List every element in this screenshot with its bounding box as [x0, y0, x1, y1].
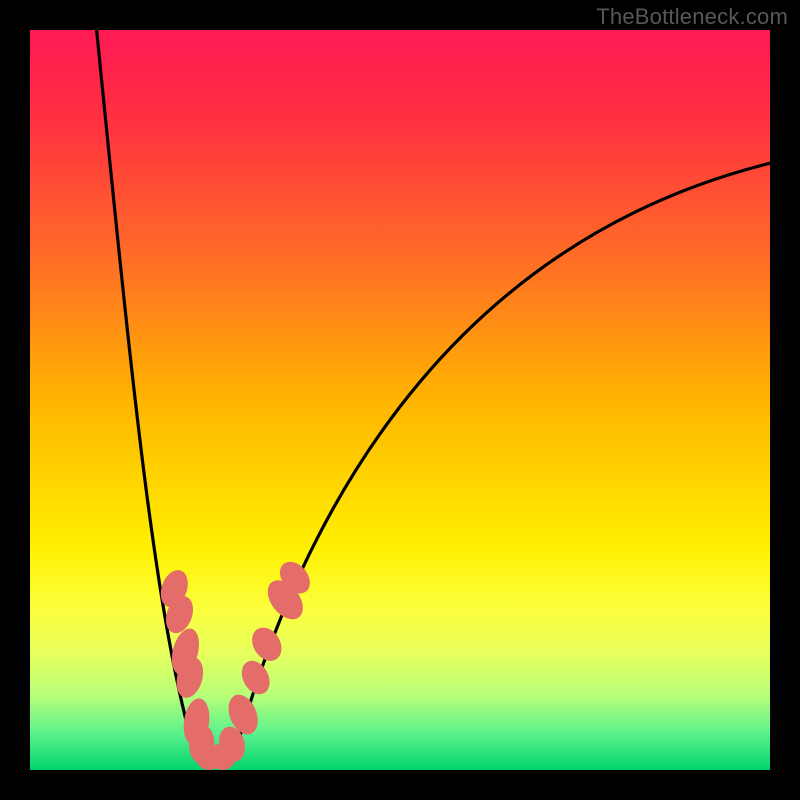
bottleneck-curve-chart	[0, 0, 800, 800]
chart-frame: TheBottleneck.com	[0, 0, 800, 800]
watermark-text: TheBottleneck.com	[596, 4, 788, 30]
